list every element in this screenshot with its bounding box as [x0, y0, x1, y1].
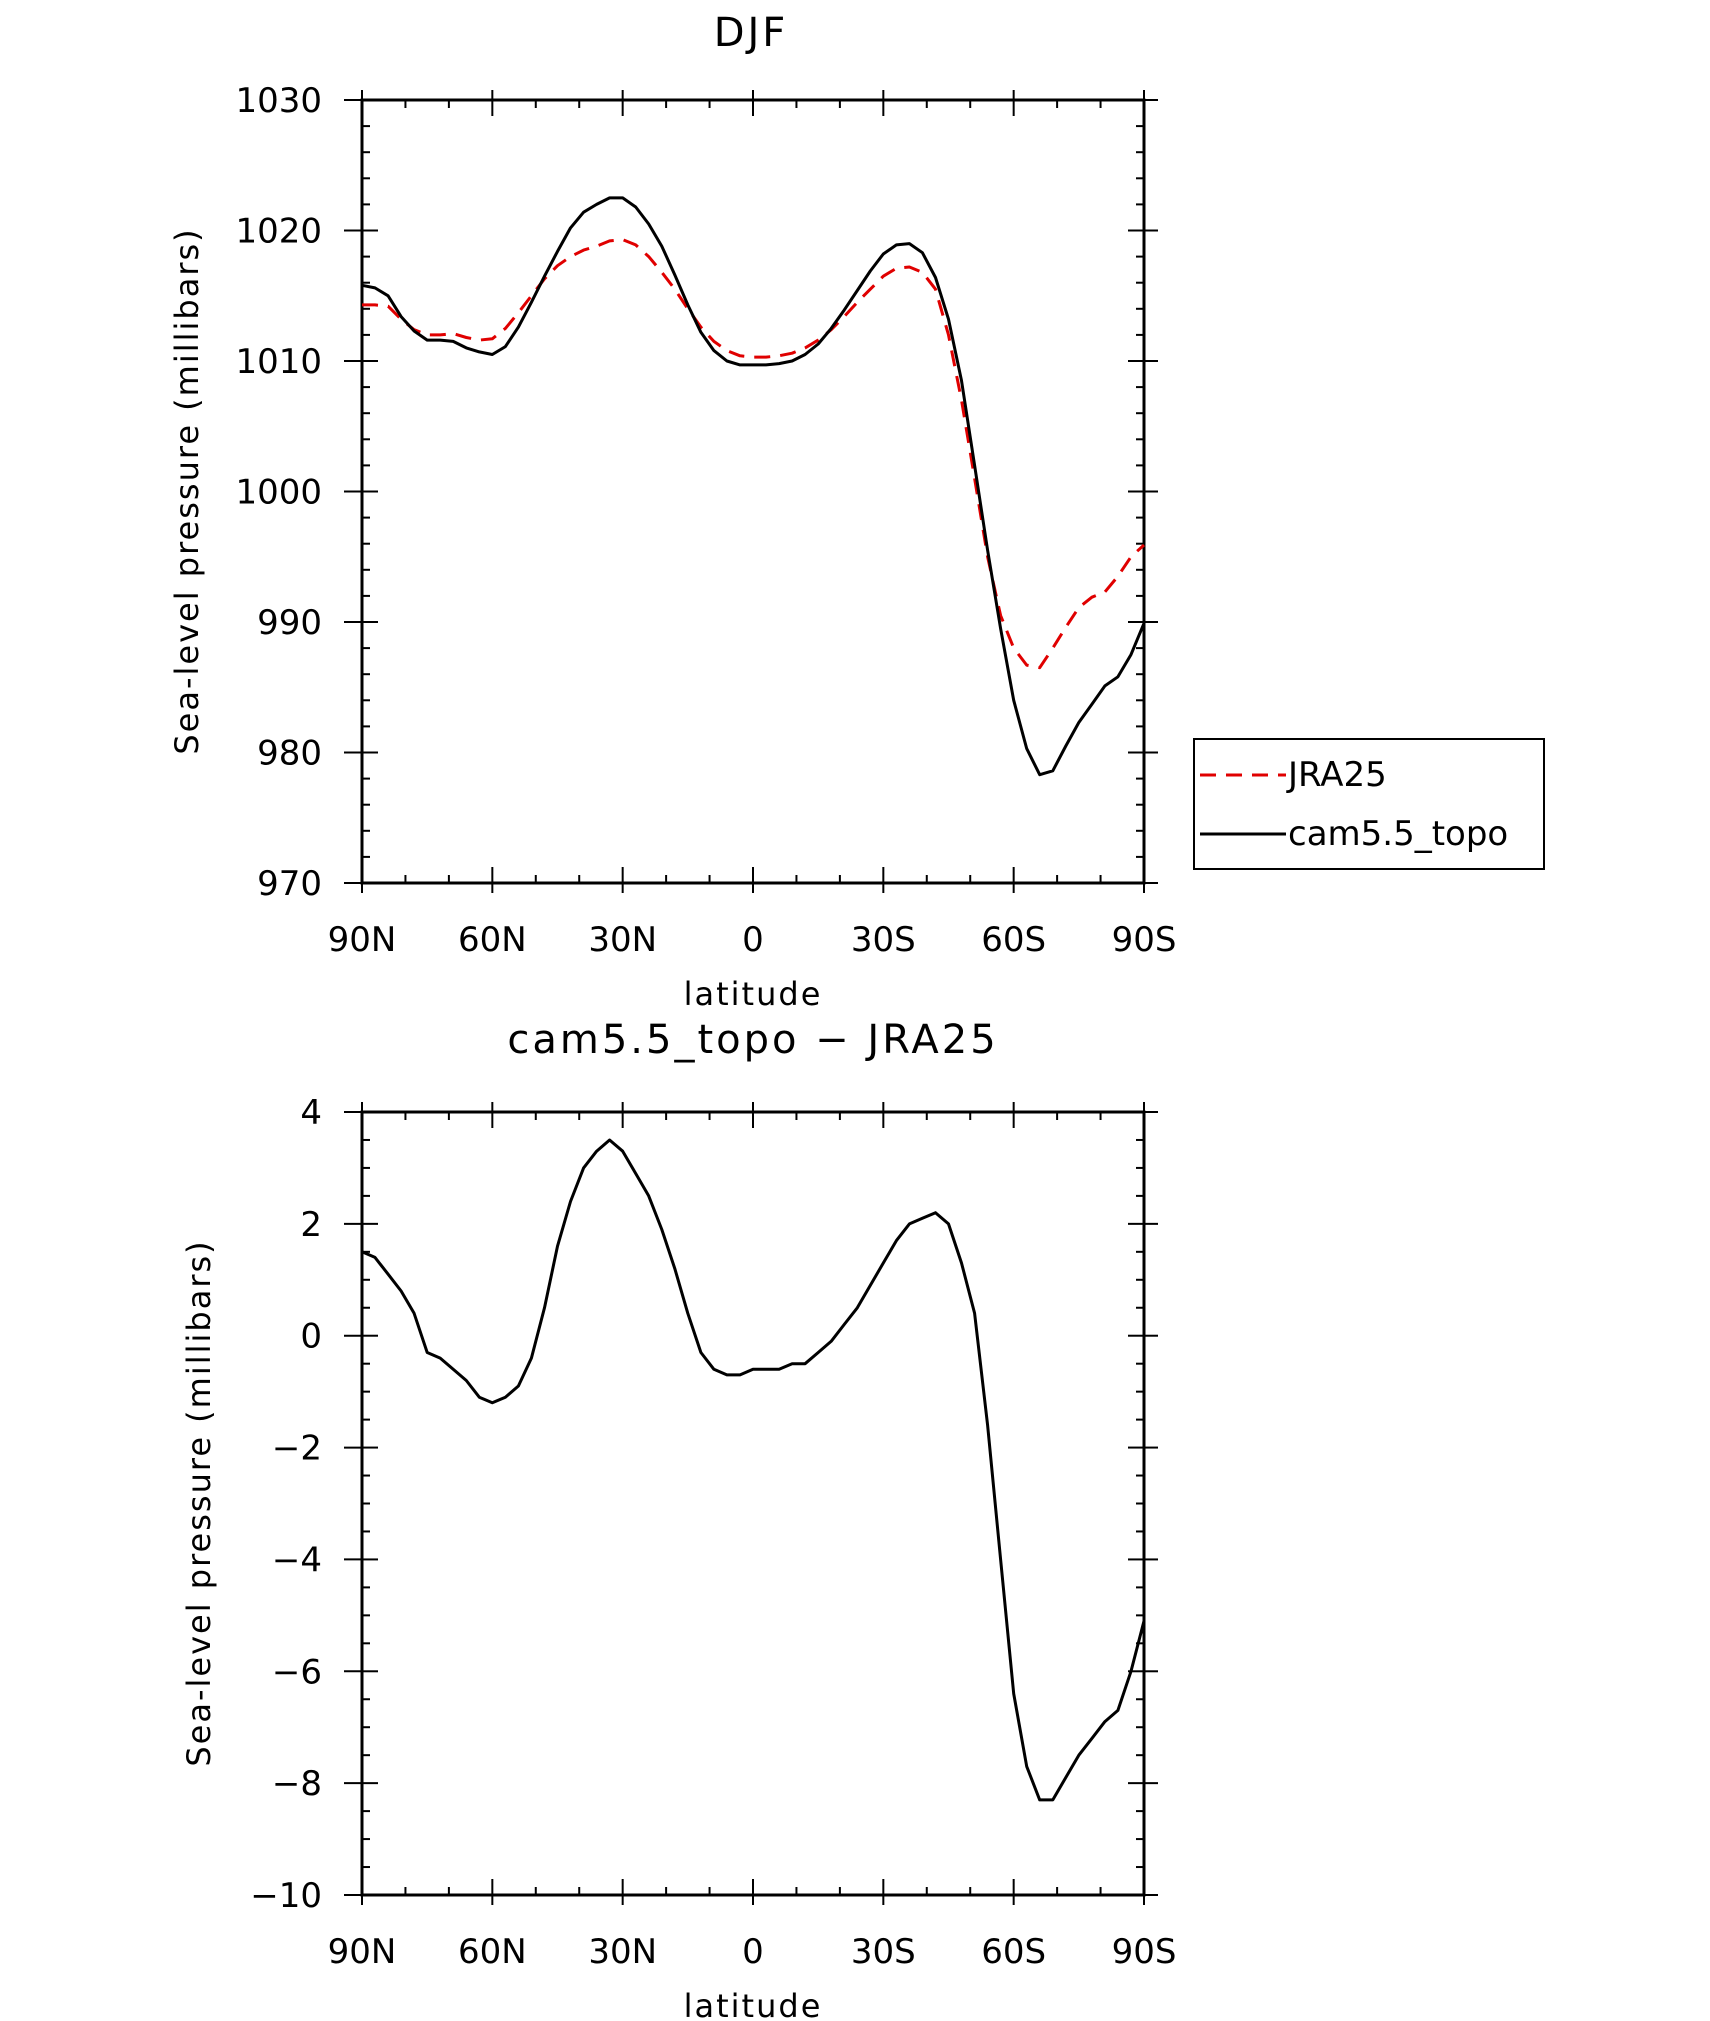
legend: JRA25 cam5.5_topo — [1193, 738, 1545, 870]
y-tick-label: 2 — [300, 1205, 322, 1245]
x-tick-labels: 90N 60N 30N 0 30S 60S 90S — [328, 1932, 1177, 1972]
y-axis-label: Sea-level pressure (millibars) — [168, 227, 206, 754]
series-line-cam5-5-topo — [361, 196, 1146, 777]
bottom-panel: cam5.5_topo − JRA25 4 2 0 −2 −4 −6 −8 −10 90N 60… — [180, 1017, 1176, 2021]
legend-label-cam5: cam5.5_topo — [1288, 814, 1508, 854]
legend-box — [1193, 738, 1545, 870]
x-tick-label: 60S — [981, 1932, 1046, 1972]
x-tick-label: 90N — [328, 920, 397, 960]
y-tick-label: 4 — [300, 1093, 322, 1133]
y-tick-label: 1000 — [235, 473, 322, 513]
x-tick-label: 30S — [851, 1932, 916, 1972]
x-tick-label: 60N — [458, 1932, 527, 1972]
x-tick-label: 60N — [458, 920, 527, 960]
x-tick-label: 90S — [1112, 920, 1177, 960]
panel-title: cam5.5_topo − JRA25 — [507, 1017, 998, 1063]
legend-label-jra25: JRA25 — [1286, 755, 1387, 795]
y-tick-label: 1010 — [235, 342, 322, 382]
y-tick-labels: 4 2 0 −2 −4 −6 −8 −10 — [250, 1093, 322, 1916]
x-tick-label: 30S — [851, 920, 916, 960]
y-tick-label: 1030 — [235, 81, 322, 121]
y-tick-label: 970 — [257, 864, 322, 904]
y-tick-label: −10 — [250, 1876, 322, 1916]
top-panel: DJF 1030 1020 1010 1000 990 980 970 90N 60N 30N 0… — [168, 10, 1545, 1013]
series-layer — [361, 196, 1146, 777]
y-tick-label: −6 — [272, 1652, 322, 1692]
y-tick-label: 0 — [300, 1317, 322, 1357]
x-tick-label: 0 — [742, 920, 764, 960]
y-tick-label: 980 — [257, 734, 322, 774]
panel-title: DJF — [714, 10, 789, 56]
x-tick-label: 60S — [981, 920, 1046, 960]
tick-marks — [344, 1102, 1158, 1905]
x-tick-label: 90S — [1112, 1932, 1177, 1972]
difference-line — [361, 1138, 1146, 1802]
series-layer — [361, 1138, 1146, 1802]
series-line-jra25 — [362, 238, 1146, 670]
x-tick-label: 30N — [588, 1932, 657, 1972]
y-tick-label: −2 — [272, 1429, 322, 1469]
y-tick-label: 1020 — [235, 212, 322, 252]
tick-marks — [344, 90, 1158, 893]
x-tick-label: 30N — [588, 920, 657, 960]
x-tick-label: 0 — [742, 1932, 764, 1972]
x-axis-label: latitude — [684, 975, 823, 1013]
y-tick-label: 990 — [257, 603, 322, 643]
y-axis-label: Sea-level pressure (millibars) — [180, 1239, 218, 1766]
y-tick-labels: 1030 1020 1010 1000 990 980 970 — [235, 81, 322, 904]
y-tick-label: −8 — [272, 1764, 322, 1804]
y-tick-label: −4 — [272, 1540, 322, 1580]
x-axis-label: latitude — [684, 1987, 823, 2021]
x-tick-labels: 90N 60N 30N 0 30S 60S 90S — [328, 920, 1177, 960]
x-tick-label: 90N — [328, 1932, 397, 1972]
